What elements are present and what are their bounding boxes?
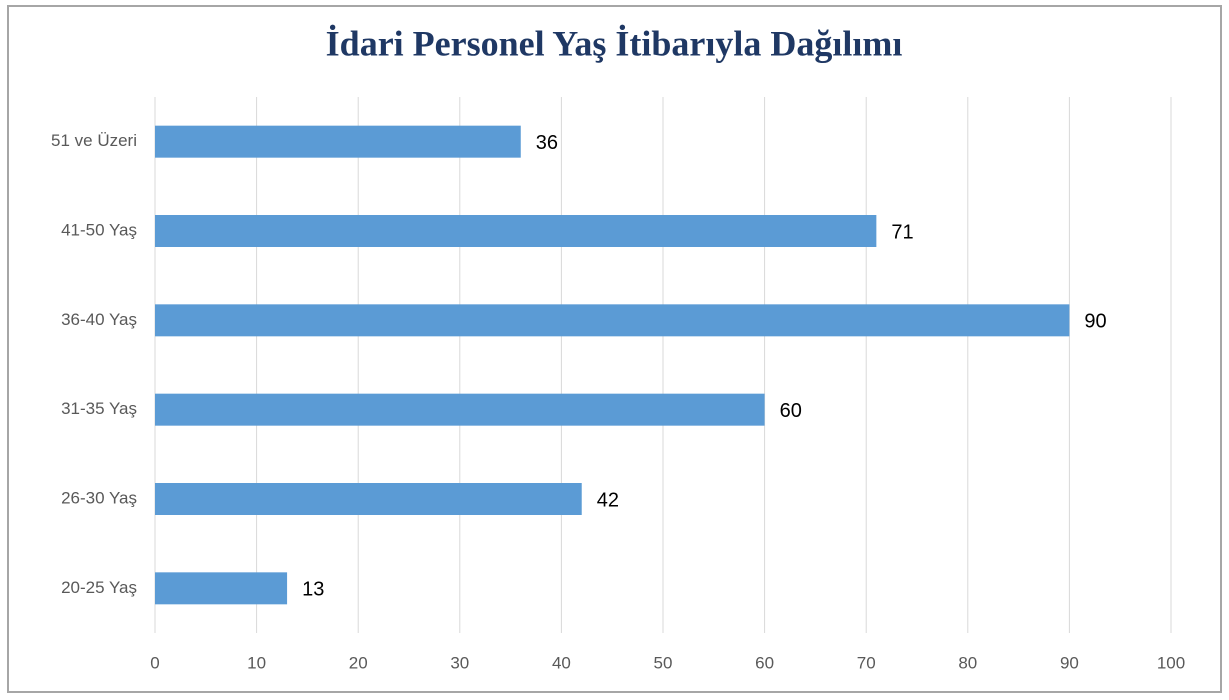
chart-title: İdari Personel Yaş İtibarıyla Dağılımı: [326, 23, 903, 63]
x-tick-label: 80: [958, 653, 977, 672]
data-label: 13: [302, 579, 324, 601]
bar: [155, 572, 288, 605]
bar: [155, 393, 765, 426]
x-tick-label: 20: [349, 653, 368, 672]
data-label: 71: [891, 221, 913, 243]
data-label: 60: [780, 400, 802, 422]
data-label: 90: [1084, 311, 1106, 333]
x-tick-label: 0: [150, 653, 159, 672]
x-tick-label: 30: [450, 653, 469, 672]
bar: [155, 304, 1070, 337]
bar: [155, 483, 582, 515]
y-tick-label: 36-40 Yaş: [61, 310, 137, 329]
y-tick-label: 26-30 Yaş: [61, 488, 137, 507]
x-tick-label: 70: [857, 653, 876, 672]
x-tick-label: 100: [1157, 653, 1185, 672]
x-tick-label: 90: [1060, 653, 1079, 672]
x-tick-label: 50: [654, 653, 673, 672]
y-tick-label: 51 ve Üzeri: [51, 131, 137, 150]
y-tick-label: 41-50 Yaş: [61, 220, 137, 239]
bar: [155, 125, 521, 158]
y-tick-label: 20-25 Yaş: [61, 578, 137, 597]
data-label: 36: [536, 132, 558, 154]
x-tick-label: 60: [755, 653, 774, 672]
x-tick-label: 10: [247, 653, 266, 672]
x-tick-label: 40: [552, 653, 571, 672]
bar: [155, 215, 877, 247]
data-label: 42: [597, 489, 619, 511]
y-tick-label: 31-35 Yaş: [61, 399, 137, 418]
